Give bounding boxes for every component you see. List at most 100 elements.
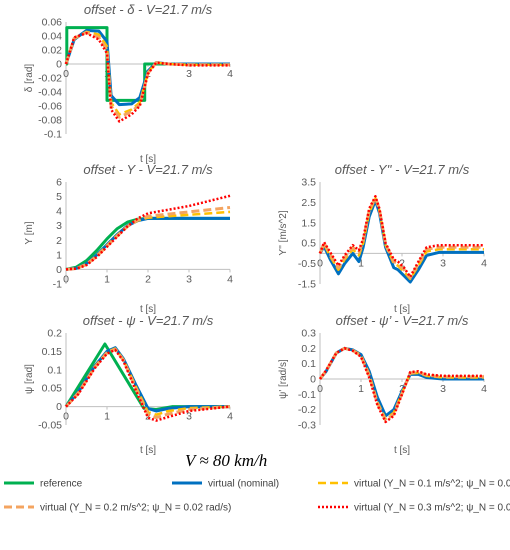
x-tick-label: 2	[145, 273, 151, 285]
x-tick-label: 4	[227, 68, 233, 80]
x-axis-label: t [s]	[140, 445, 156, 456]
series-line	[64, 347, 231, 420]
x-tick-label: 0	[63, 273, 69, 285]
x-tick-label: 1	[104, 411, 110, 423]
x-tick-label: 3	[440, 383, 446, 395]
legend-label: virtual (Y_N = 0.2 m/s^2; ψ_N = 0.02 rad…	[40, 503, 231, 514]
legend-item: virtual (Y_N = 0.2 m/s^2; ψ_N = 0.02 rad…	[4, 503, 231, 514]
y-tick-label: 1	[56, 249, 62, 261]
series-line	[318, 346, 484, 422]
y-tick-label: -0.3	[298, 420, 316, 432]
y-tick-label: 0.04	[42, 31, 63, 43]
y-tick-label: 0.1	[47, 364, 62, 376]
y-tick-label: 3.5	[301, 177, 316, 189]
y-axis-label: ψ' [rad/s]	[278, 359, 289, 399]
y-tick-label: 1.5	[301, 217, 316, 229]
chart-title: offset - ψ - V=21.7 m/s	[83, 313, 214, 328]
x-tick-label: 2	[145, 411, 151, 423]
legend-item: reference	[4, 479, 83, 490]
y-tick-label: -0.1	[298, 389, 316, 401]
x-tick-label: 0	[63, 411, 69, 423]
y-axis-label: Y [m]	[24, 221, 35, 244]
y-tick-label: -1.5	[298, 279, 316, 291]
series-line	[65, 347, 231, 416]
y-tick-label: -0.06	[38, 101, 62, 113]
speed-caption: V ≈ 80 km/h	[185, 451, 267, 470]
x-tick-label: 3	[186, 68, 192, 80]
x-tick-label: 4	[227, 411, 233, 423]
y-tick-label: 5	[56, 191, 62, 203]
series-line	[64, 31, 230, 119]
y-tick-label: 0	[56, 264, 62, 276]
y-tick-label: -0.5	[298, 258, 316, 270]
chart-title: offset - Y - V=21.7 m/s	[83, 162, 213, 177]
series-line	[65, 206, 231, 271]
y-tick-label: -1	[53, 279, 62, 291]
chart-2: offset - Y'' - V=21.7 m/s -1.5 -0.5 0.5 1.5 2…	[278, 162, 487, 315]
y-axis-label: δ [rad]	[24, 64, 35, 93]
x-axis-label: t [s]	[394, 445, 410, 456]
series-line	[318, 195, 484, 279]
y-tick-label: 3	[56, 220, 62, 232]
y-tick-label: -0.08	[38, 115, 62, 127]
y-tick-label: 0	[56, 401, 62, 413]
x-tick-label: 1	[104, 273, 110, 285]
y-axis-label: Y'' [m/s^2]	[278, 210, 289, 255]
x-tick-label: 4	[481, 257, 487, 269]
x-tick-label: 4	[481, 383, 487, 395]
y-tick-label: 2.5	[301, 197, 316, 209]
y-tick-label: 0.1	[301, 358, 316, 370]
y-tick-label: 2	[56, 235, 62, 247]
x-tick-label: 0	[317, 383, 323, 395]
legend-label: virtual (Y_N = 0.3 m/s^2; ψ_N = 0.03 rad…	[354, 503, 510, 514]
x-axis-label: t [s]	[394, 304, 410, 315]
x-tick-label: 4	[227, 273, 233, 285]
legend-label: reference	[40, 479, 83, 490]
legend-label: virtual (Y_N = 0.1 m/s^2; ψ_N = 0.01 rad…	[354, 479, 510, 490]
x-tick-label: 2	[399, 257, 405, 269]
chart-title: offset - δ - V=21.7 m/s	[84, 2, 213, 17]
y-axis-label: ψ [rad]	[24, 364, 35, 394]
x-tick-label: 0	[317, 257, 323, 269]
series-line	[64, 31, 230, 123]
y-tick-label: -0.2	[298, 404, 316, 416]
y-tick-label: -0.04	[38, 87, 62, 99]
y-tick-label: 0.06	[42, 17, 63, 29]
x-tick-label: 3	[440, 257, 446, 269]
legend: reference virtual (nominal) virtual (Y_N =…	[4, 479, 510, 514]
x-tick-label: 3	[186, 273, 192, 285]
y-tick-label: 0.02	[42, 45, 63, 57]
x-axis-label: t [s]	[140, 154, 156, 165]
series-line	[64, 346, 230, 413]
legend-item: virtual (Y_N = 0.3 m/s^2; ψ_N = 0.03 rad…	[318, 503, 510, 514]
x-tick-label: 1	[358, 383, 364, 395]
y-tick-label: 0.3	[301, 328, 316, 340]
plots-layer: offset - δ - V=21.7 m/s -0.1 -0.08 -0.06 -0.…	[24, 2, 487, 456]
x-axis-label: t [s]	[140, 304, 156, 315]
y-tick-label: 0.15	[42, 346, 63, 358]
y-tick-label: 0.05	[42, 383, 63, 395]
chart-4: offset - ψ’ - V=21.7 m/s-0.3-0.2-0.100.1…	[278, 313, 487, 456]
chart-title: offset - ψ’ - V=21.7 m/s	[336, 313, 469, 328]
y-tick-label: 0	[310, 374, 316, 386]
y-tick-label: -0.05	[38, 420, 62, 432]
y-tick-label: 0	[56, 59, 62, 71]
x-tick-label: 3	[186, 411, 192, 423]
legend-item: virtual (nominal)	[172, 479, 279, 490]
x-tick-label: 0	[63, 68, 69, 80]
chart-title: offset - Y'' - V=21.7 m/s	[335, 162, 470, 177]
y-tick-label: -0.1	[44, 129, 62, 141]
y-tick-label: 0.2	[301, 343, 316, 355]
y-tick-label: -0.02	[38, 73, 62, 85]
chart-3: offset - ψ - V=21.7 m/s-0.0500.050.10.15…	[24, 313, 233, 456]
y-tick-label: 0.2	[47, 328, 62, 340]
x-tick-label: 1	[358, 257, 364, 269]
legend-label: virtual (nominal)	[208, 479, 279, 490]
legend-item: virtual (Y_N = 0.1 m/s^2; ψ_N = 0.01 rad…	[318, 479, 510, 490]
chart-0: offset - δ - V=21.7 m/s -0.1 -0.08 -0.06 -0.…	[24, 2, 233, 165]
series-line	[318, 346, 484, 418]
y-tick-label: 6	[56, 177, 62, 189]
series-line	[65, 348, 231, 422]
